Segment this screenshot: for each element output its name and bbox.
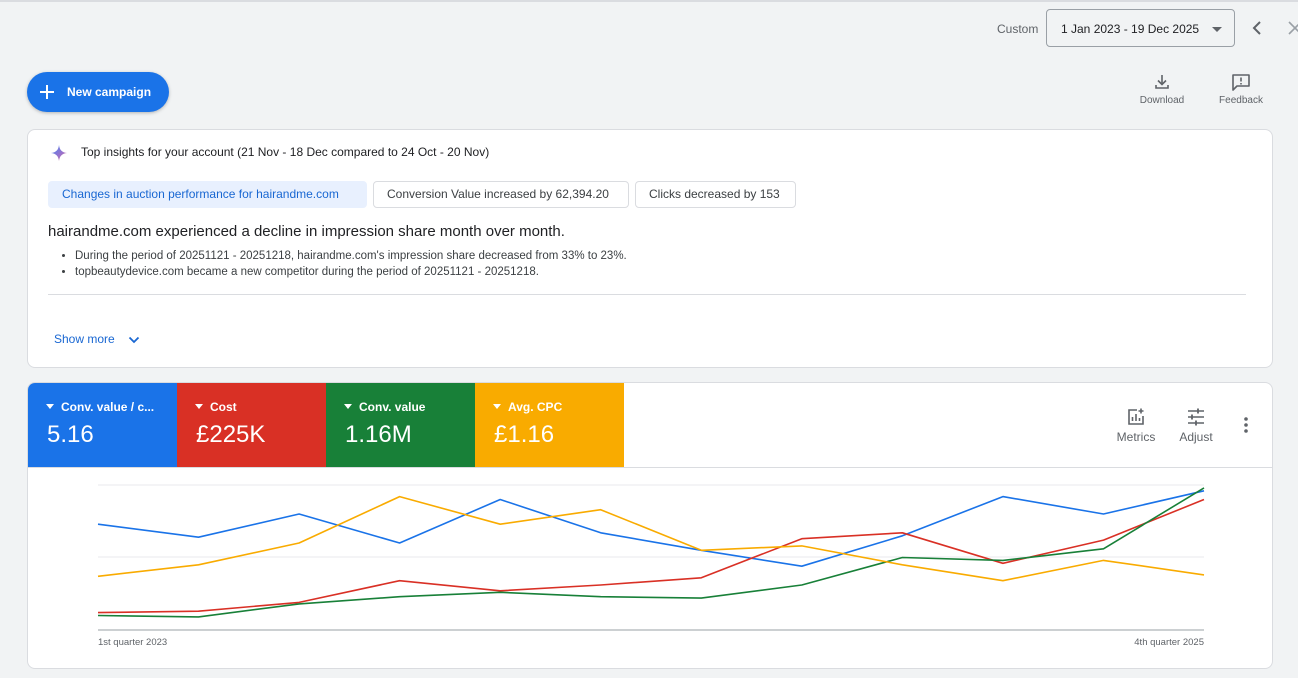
divider — [48, 294, 1246, 295]
more-vert-icon[interactable] — [1236, 415, 1256, 435]
metric-tile-conv-value[interactable]: Conv. value 1.16M — [326, 383, 475, 467]
new-campaign-label: New campaign — [67, 85, 152, 99]
series-line-1 — [97, 490, 1205, 567]
metric-value: 1.16M — [345, 421, 412, 448]
chevron-left-icon — [1252, 21, 1261, 35]
date-range-type-label: Custom — [997, 22, 1039, 36]
insight-chip-conversion-value[interactable]: Conversion Value increased by 62,394.20 — [373, 181, 629, 208]
sparkle-icon — [51, 145, 67, 161]
top-divider — [0, 0, 1298, 2]
adjust-button[interactable]: Adjust — [1174, 407, 1218, 444]
download-label: Download — [1139, 95, 1185, 106]
x-axis-start-label: 1st quarter 2023 — [98, 637, 167, 648]
series-line-4 — [97, 495, 1205, 582]
series-layer — [97, 487, 1205, 618]
metric-value: 5.16 — [47, 421, 94, 448]
download-button[interactable]: Download — [1134, 73, 1190, 106]
metrics-button[interactable]: Metrics — [1112, 407, 1160, 444]
insight-bullet: topbeautydevice.com became a new competi… — [75, 264, 627, 280]
dropdown-caret-icon[interactable] — [195, 404, 203, 409]
performance-card: Conv. value / c... 5.16 Cost £225K Conv.… — [27, 382, 1273, 669]
metric-name: Avg. CPC — [508, 400, 563, 414]
x-axis-end-label: 4th quarter 2025 — [1134, 637, 1204, 648]
metric-tile-avg-cpc[interactable]: Avg. CPC £1.16 — [475, 383, 624, 467]
performance-chart: 1st quarter 2023 4th quarter 2025 — [97, 484, 1205, 648]
adjust-label: Adjust — [1179, 430, 1213, 444]
metric-name: Conv. value / c... — [61, 400, 155, 414]
divider — [28, 467, 1272, 468]
new-campaign-button[interactable]: New campaign — [27, 72, 169, 112]
dropdown-caret-icon — [1212, 27, 1222, 32]
insight-chip-clicks[interactable]: Clicks decreased by 153 — [635, 181, 796, 208]
plus-icon — [40, 85, 54, 99]
close-icon — [1288, 21, 1298, 35]
dropdown-caret-icon[interactable] — [344, 404, 352, 409]
insight-bullet: During the period of 20251121 - 20251218… — [75, 248, 627, 264]
metrics-label: Metrics — [1116, 430, 1156, 444]
feedback-label: Feedback — [1219, 95, 1263, 106]
insight-headline: hairandme.com experienced a decline in i… — [48, 223, 565, 240]
dropdown-caret-icon[interactable] — [493, 404, 501, 409]
date-range-value: 1 Jan 2023 - 19 Dec 2025 — [1061, 22, 1200, 36]
tune-icon — [1188, 408, 1204, 426]
insights-title: Top insights for your account (21 Nov - … — [81, 145, 490, 159]
series-line-2 — [97, 498, 1205, 614]
chevron-down-icon[interactable] — [127, 333, 141, 347]
dropdown-caret-icon[interactable] — [46, 404, 54, 409]
previous-period-button[interactable] — [1247, 16, 1267, 40]
metric-value: £225K — [196, 421, 266, 448]
date-range-select[interactable]: 1 Jan 2023 - 19 Dec 2025 — [1046, 9, 1235, 47]
metric-name: Cost — [210, 400, 237, 414]
close-button[interactable] — [1286, 16, 1298, 40]
add-chart-icon — [1128, 408, 1144, 425]
show-more-link[interactable]: Show more — [54, 332, 115, 346]
download-icon — [1155, 75, 1169, 89]
series-line-3 — [97, 487, 1205, 618]
feedback-button[interactable]: Feedback — [1213, 73, 1269, 106]
insight-chip-auction[interactable]: Changes in auction performance for haira… — [48, 181, 367, 208]
insight-bullets: During the period of 20251121 - 20251218… — [48, 248, 627, 280]
metric-tile-cost[interactable]: Cost £225K — [177, 383, 326, 467]
metric-name: Conv. value — [359, 400, 426, 414]
insights-card: Top insights for your account (21 Nov - … — [27, 129, 1273, 368]
metric-value: £1.16 — [494, 421, 555, 448]
feedback-icon — [1232, 74, 1250, 91]
metric-tile-conv-value-per-cost[interactable]: Conv. value / c... 5.16 — [28, 383, 177, 467]
